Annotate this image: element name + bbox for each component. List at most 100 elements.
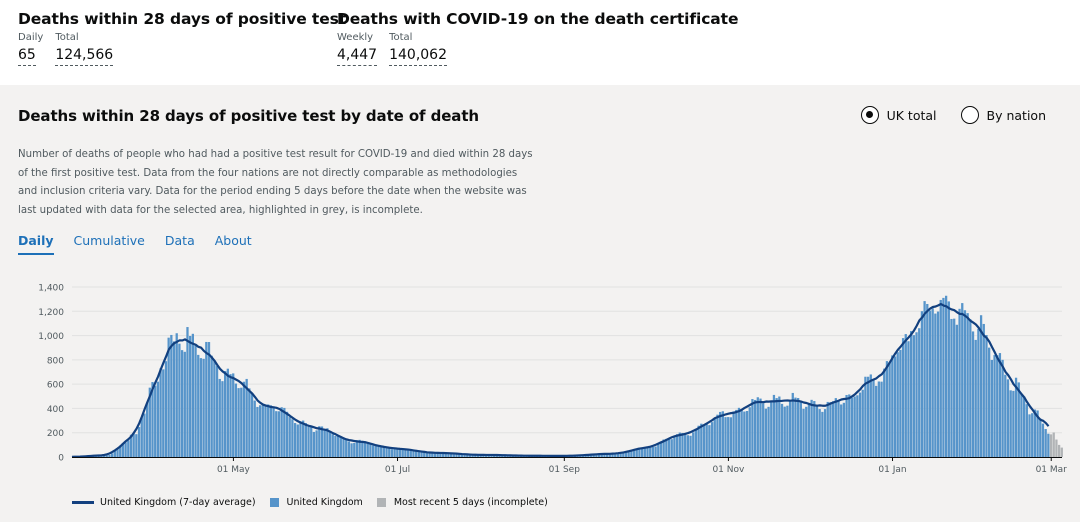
chart-bar [622, 452, 625, 457]
chart-bar [961, 303, 964, 457]
chart-bar [170, 334, 173, 457]
metric-value[interactable]: 4,447 [337, 47, 378, 66]
chart-bar [460, 454, 464, 457]
chart-bar [1031, 413, 1034, 457]
chart-bar [336, 435, 340, 457]
chart-bar [753, 399, 757, 457]
chart-bar [1041, 423, 1045, 457]
chart-bar [998, 353, 1002, 457]
chart-bar [197, 354, 200, 457]
chart-bar-incomplete [1060, 447, 1063, 457]
chart-bar [307, 426, 310, 457]
metric-label: Total [389, 32, 413, 43]
chart-bar [310, 426, 313, 457]
chart-bar [842, 402, 846, 457]
metric-daily: Daily 65 [18, 32, 43, 66]
chart-bar [996, 355, 999, 457]
tab-daily[interactable]: Daily [18, 233, 54, 255]
chart-bar [880, 381, 883, 457]
chart-bar [829, 402, 832, 457]
chart-bar [433, 452, 437, 457]
chart-bar [111, 453, 114, 457]
metric-value[interactable]: 124,566 [55, 47, 114, 66]
y-tick-label: 0 [58, 454, 64, 464]
chart-bar [361, 440, 364, 457]
chart-bar [805, 406, 808, 457]
chart-bar [318, 426, 321, 457]
metric-value[interactable]: 140,062 [389, 47, 447, 66]
chart-bar [853, 396, 856, 457]
legend-box-swatch [376, 498, 386, 507]
chart-bar [931, 308, 934, 457]
metric-label: Weekly [337, 32, 374, 43]
chart-bar [845, 394, 848, 457]
y-axis-ticks: 0 200 400 600 800 1,000 1,200 1,400 [38, 284, 64, 464]
chart-bar [283, 407, 286, 457]
chart-bar [947, 301, 950, 457]
radio-label[interactable]: UK total [886, 107, 937, 123]
chart-bar [1033, 409, 1037, 457]
chart-bar [285, 411, 289, 457]
chart-bar-incomplete [1049, 434, 1053, 457]
chart-bar [135, 434, 138, 457]
radio-by-nation[interactable]: By nation [960, 106, 1046, 124]
chart-bar [1028, 414, 1031, 457]
chart-bar [145, 402, 149, 457]
chart-bar [794, 397, 797, 457]
chart-bars [70, 295, 1063, 457]
chart-bar [705, 424, 708, 457]
chart-bar [611, 453, 614, 457]
chart-bar [396, 448, 399, 457]
headline-death-certificate: Deaths with COVID-19 on the death certif… [337, 10, 738, 66]
chart-bar [140, 417, 143, 457]
chart-bar [966, 313, 969, 457]
chart-bar [374, 444, 377, 457]
radio-uk-total[interactable]: UK total [860, 106, 937, 124]
tab-cumulative[interactable]: Cumulative [73, 233, 145, 248]
chart-bar [748, 407, 751, 457]
chart-bar [154, 385, 157, 457]
headline-deaths-28-days: Deaths within 28 days of positive test D… [18, 10, 346, 66]
chart-bar [788, 400, 792, 457]
chart-bar [735, 409, 738, 457]
chart-bar [363, 441, 367, 457]
chart-bar [482, 455, 485, 457]
chart-bar [401, 448, 404, 457]
chart-bar [912, 335, 915, 457]
chart-bar [597, 454, 601, 457]
y-tick-label: 1,200 [38, 308, 64, 318]
chart-bar [953, 318, 956, 457]
daily-deaths-chart: 0 200 400 600 800 1,000 1,200 1,400 01 May 01 Ju… [38, 284, 1067, 476]
chart-bar [875, 385, 878, 457]
chart-bar [390, 449, 394, 457]
metric-total: Total 124,566 [55, 32, 114, 66]
chart-bar [417, 451, 420, 457]
chart-bar [767, 406, 770, 457]
chart-bar [207, 342, 211, 457]
radio-checked-icon[interactable] [860, 106, 879, 124]
tab-about[interactable]: About [214, 233, 252, 248]
radio-unchecked-icon[interactable] [960, 106, 979, 124]
chart-bar [977, 328, 980, 457]
chart-bar [891, 355, 894, 457]
chart-bar [694, 428, 698, 457]
chart-bar [304, 423, 307, 457]
chart-bar [479, 454, 482, 457]
chart-bar [818, 409, 821, 457]
chart-bar [393, 448, 396, 457]
radio-label[interactable]: By nation [986, 107, 1046, 123]
chart-bar [167, 337, 170, 457]
chart-bar [468, 454, 472, 457]
chart-bar [918, 328, 921, 457]
legend-item-uk: United Kingdom [269, 497, 363, 508]
metric-value[interactable]: 65 [18, 47, 36, 66]
tab-data[interactable]: Data [164, 233, 195, 248]
chart-bar [643, 447, 646, 457]
chart-bar [901, 338, 905, 457]
chart-bar [654, 446, 657, 457]
chart-bar-incomplete [1055, 439, 1058, 457]
chart-bar [342, 437, 345, 457]
chart-bar [269, 405, 273, 457]
chart-bar [213, 360, 216, 457]
metric-total: Total 140,062 [389, 32, 447, 66]
